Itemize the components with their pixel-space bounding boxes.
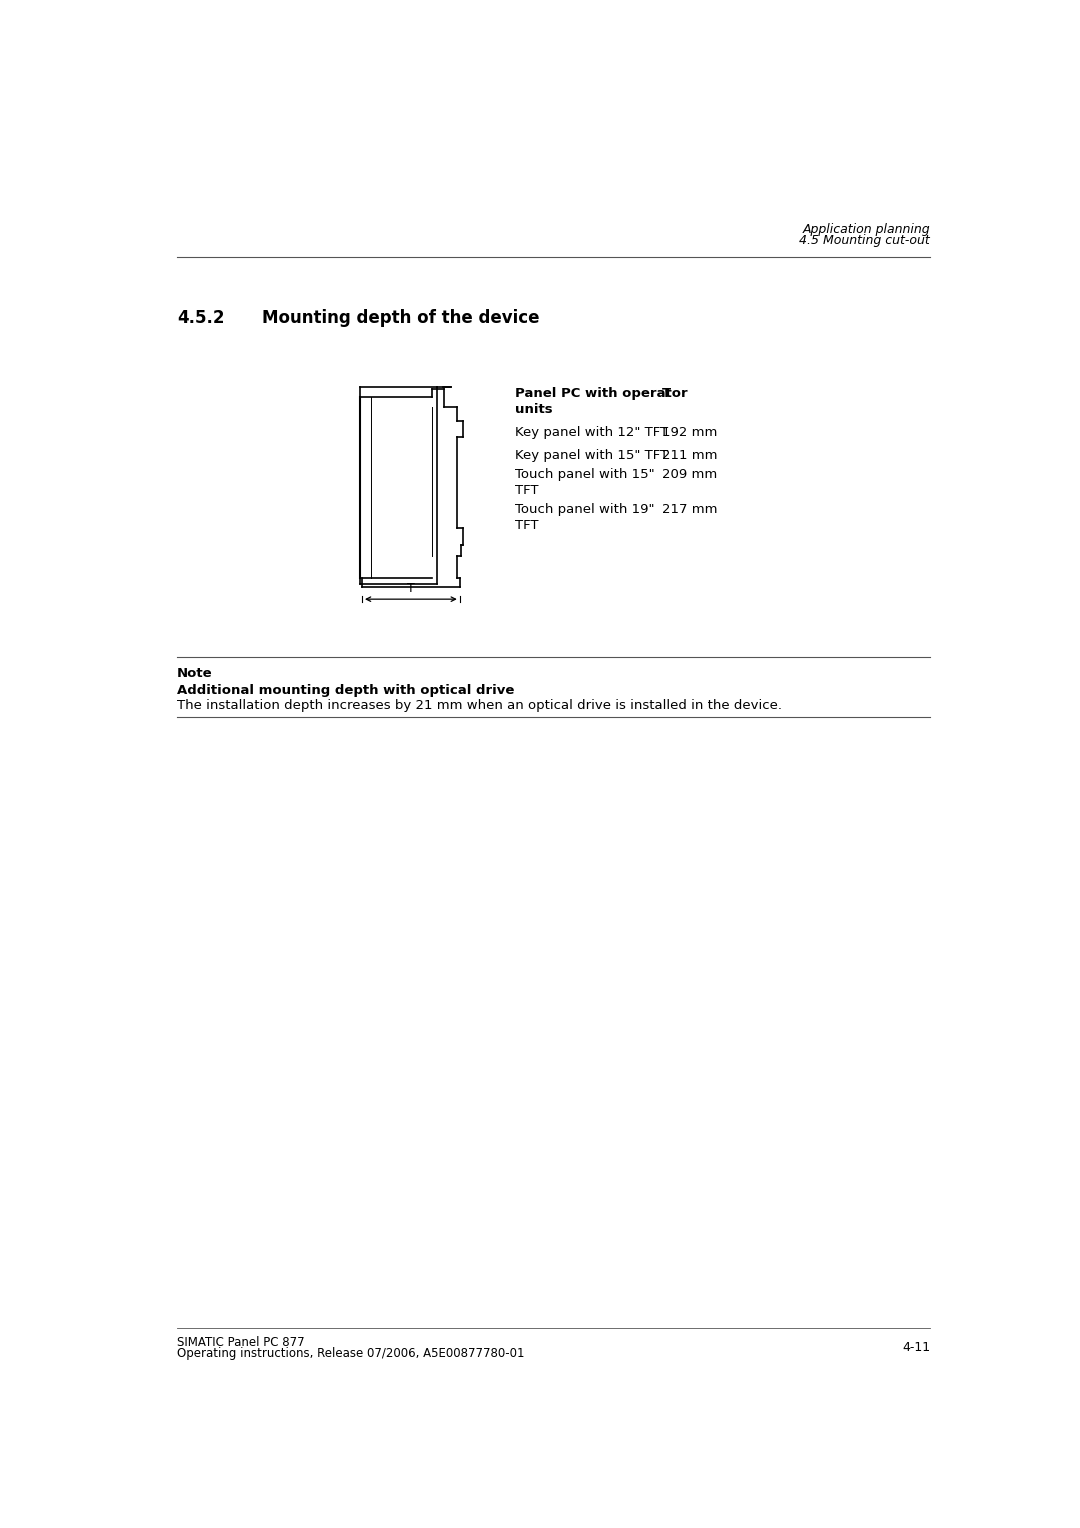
Text: Application planning: Application planning [802, 223, 930, 235]
Text: 217 mm: 217 mm [662, 503, 717, 516]
Text: 4.5 Mounting cut-out: 4.5 Mounting cut-out [799, 234, 930, 248]
Text: 4-11: 4-11 [902, 1342, 930, 1354]
Text: Key panel with 15" TFT: Key panel with 15" TFT [515, 449, 667, 461]
Text: 192 mm: 192 mm [662, 426, 717, 439]
Text: Mounting depth of the device: Mounting depth of the device [262, 309, 540, 327]
Text: Touch panel with 15"
TFT: Touch panel with 15" TFT [515, 468, 654, 497]
Text: Note: Note [177, 666, 213, 680]
Text: Additional mounting depth with optical drive: Additional mounting depth with optical d… [177, 685, 514, 697]
Text: The installation depth increases by 21 mm when an optical drive is installed in : The installation depth increases by 21 m… [177, 700, 782, 712]
Text: 4.5.2: 4.5.2 [177, 309, 225, 327]
Text: Touch panel with 19"
TFT: Touch panel with 19" TFT [515, 503, 654, 532]
Text: T: T [662, 388, 671, 400]
Text: SIMATIC Panel PC 877: SIMATIC Panel PC 877 [177, 1335, 305, 1349]
Text: T: T [407, 582, 415, 594]
Text: Operating instructions, Release 07/2006, A5E00877780-01: Operating instructions, Release 07/2006,… [177, 1346, 525, 1360]
Text: 211 mm: 211 mm [662, 449, 717, 461]
Text: Panel PC with operator
units: Panel PC with operator units [515, 388, 687, 417]
Text: 209 mm: 209 mm [662, 468, 717, 481]
Text: Key panel with 12" TFT: Key panel with 12" TFT [515, 426, 667, 439]
